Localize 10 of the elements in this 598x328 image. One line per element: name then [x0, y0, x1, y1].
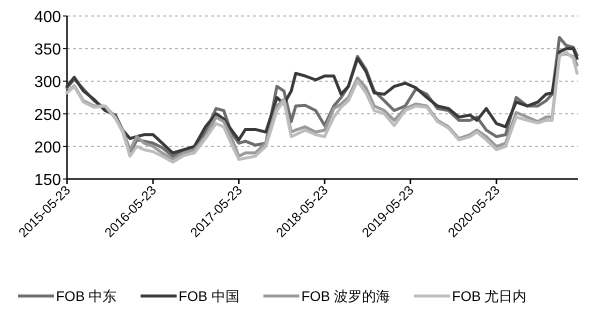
y-tick-label: 150: [34, 172, 62, 189]
legend-label: FOB 中东: [56, 288, 117, 304]
legend-label: FOB 波罗的海: [301, 288, 390, 304]
legend-label: FOB 中国: [178, 288, 240, 304]
y-tick-label: 400: [34, 9, 62, 26]
y-tick-label: 300: [34, 74, 62, 92]
y-tick-label: 250: [34, 106, 62, 124]
y-tick-label: 200: [34, 139, 62, 156]
y-tick-label: 350: [34, 42, 62, 59]
legend-label: FOB 尤日内: [452, 288, 527, 304]
